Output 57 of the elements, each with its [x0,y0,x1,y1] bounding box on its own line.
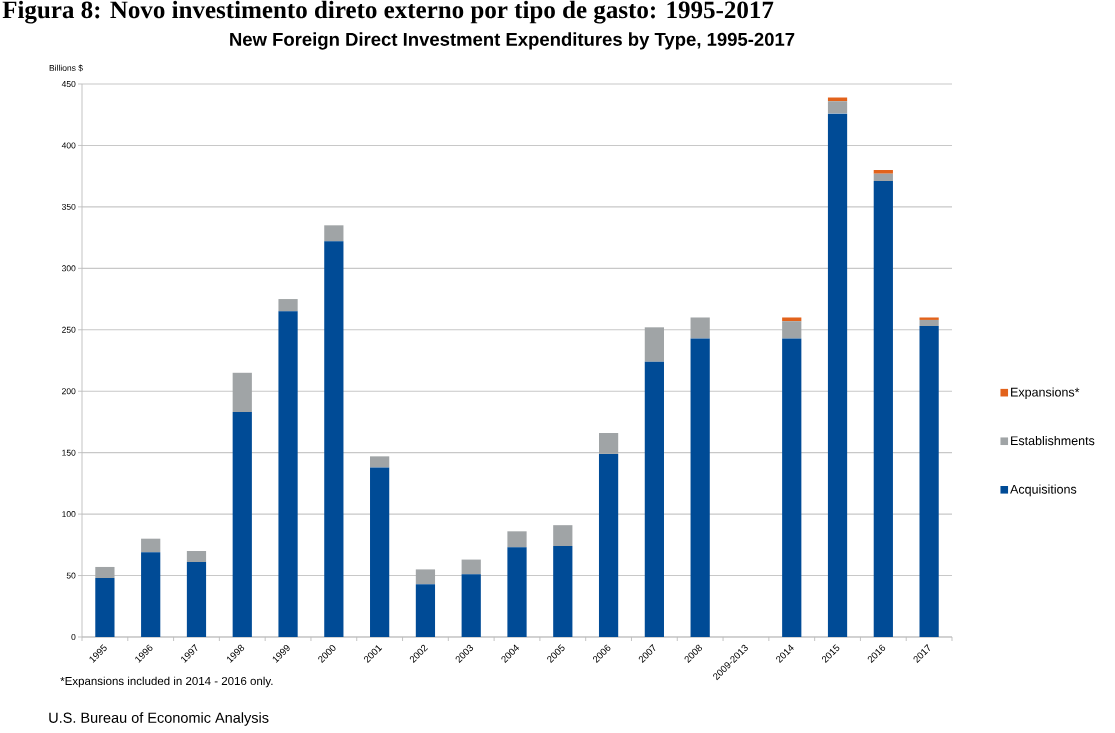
chart-title: New Foreign Direct Investment Expenditures by Type, 1995-2017 [230,32,795,50]
bar [141,552,161,637]
bar [461,574,481,637]
bar [598,433,619,454]
bar [919,319,939,327]
bar [278,299,298,312]
bar [553,546,573,637]
bar [461,559,481,575]
bar [873,181,893,637]
bar [324,241,344,637]
bar [919,317,939,320]
bar [827,101,848,114]
bar [873,170,893,174]
y-tick-label: 300 [61,265,76,272]
bar [415,569,436,585]
bar [782,338,802,637]
text: Figura 8: Novo investimento direto externo por tipo de gasto: 1995-2017 [2,0,774,24]
y-tick-label: 450 [61,80,76,87]
bar [370,456,390,468]
y-tick-label: 100 [62,511,76,518]
legend-label: Establishments [1011,435,1095,446]
bar [782,321,802,339]
legend-label: Acquisitions [1010,484,1077,497]
bar [507,531,527,548]
bar [553,525,573,547]
y-tick-label: 400 [61,142,76,149]
bar [232,372,252,413]
bar [95,578,115,637]
bar [644,361,664,637]
bar [370,467,390,637]
bar [873,173,893,182]
bar [141,538,161,553]
bar [232,412,252,637]
text: U.S. Bureau of Economic Analysis [49,712,269,726]
bar [186,550,207,563]
text: *Expansions included in 2014 - 2016 only. [60,676,273,688]
bar [415,584,436,637]
bar [782,317,802,322]
bar [507,547,527,637]
bar [644,327,664,362]
bar [598,453,619,637]
y-tick-label: 0 [71,634,76,640]
bar [919,326,939,637]
y-tick-label: 200 [62,388,76,395]
y-tick-label: 150 [62,449,76,456]
bar [690,338,710,637]
legend-label: Expansions* [1011,387,1080,400]
bar [95,566,115,579]
y-tick-label: 350 [61,203,76,210]
bar [690,317,710,339]
y-axis-title: Billions $ [49,64,83,72]
y-tick-label: 50 [66,572,76,579]
bar [186,562,207,637]
y-tick-label: 250 [62,326,76,333]
bar [324,225,344,242]
bar [278,311,298,637]
bar [827,113,848,637]
